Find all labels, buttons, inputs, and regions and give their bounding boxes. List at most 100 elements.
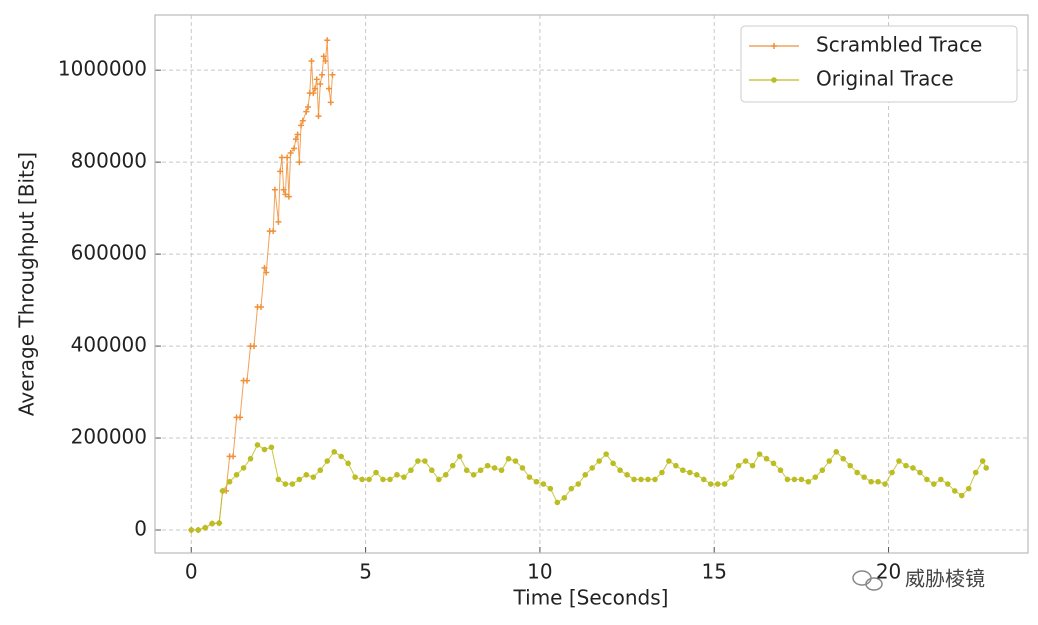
point bbox=[299, 117, 306, 124]
marker bbox=[680, 467, 686, 474]
point bbox=[693, 472, 700, 478]
marker bbox=[317, 80, 324, 87]
marker bbox=[296, 476, 303, 483]
point bbox=[735, 462, 742, 469]
y-tick-label: 200000 bbox=[71, 425, 147, 449]
marker bbox=[491, 465, 498, 471]
point bbox=[512, 458, 519, 464]
marker bbox=[693, 472, 700, 478]
marker bbox=[291, 145, 298, 152]
marker bbox=[945, 481, 951, 487]
legend-marker bbox=[771, 77, 777, 83]
marker bbox=[673, 462, 679, 469]
marker bbox=[470, 472, 477, 478]
point bbox=[624, 472, 630, 478]
point bbox=[257, 303, 264, 310]
point bbox=[244, 377, 251, 384]
marker bbox=[317, 467, 324, 474]
point bbox=[422, 458, 428, 464]
marker bbox=[791, 476, 798, 483]
marker bbox=[308, 57, 315, 64]
marker bbox=[742, 458, 749, 464]
marker bbox=[610, 460, 616, 467]
point bbox=[254, 442, 261, 448]
point bbox=[617, 467, 623, 474]
marker bbox=[233, 472, 240, 478]
marker bbox=[749, 462, 756, 469]
marker bbox=[298, 122, 305, 129]
point bbox=[442, 472, 449, 478]
marker bbox=[331, 449, 338, 455]
marker bbox=[972, 469, 979, 476]
point bbox=[324, 458, 331, 464]
marker bbox=[826, 458, 833, 464]
point bbox=[435, 476, 442, 483]
marker bbox=[312, 85, 319, 92]
point bbox=[728, 474, 735, 480]
series-line bbox=[191, 40, 333, 531]
marker bbox=[589, 465, 595, 471]
point bbox=[707, 481, 714, 487]
point bbox=[305, 103, 312, 110]
point bbox=[352, 474, 358, 480]
point bbox=[247, 455, 254, 462]
point bbox=[498, 467, 505, 474]
point bbox=[456, 453, 463, 460]
marker bbox=[429, 467, 435, 474]
point bbox=[687, 469, 693, 476]
legend-label: Original Trace bbox=[816, 67, 954, 91]
point bbox=[292, 136, 299, 143]
x-tick-label: 20 bbox=[876, 560, 901, 584]
marker bbox=[324, 458, 331, 464]
point bbox=[315, 113, 322, 120]
point bbox=[310, 474, 317, 480]
point bbox=[958, 492, 965, 499]
marker bbox=[209, 520, 215, 527]
point bbox=[652, 476, 658, 483]
marker bbox=[352, 474, 358, 480]
point bbox=[294, 131, 301, 138]
point bbox=[951, 488, 958, 494]
marker bbox=[394, 472, 400, 478]
point bbox=[329, 71, 336, 78]
legend-label: Scrambled Trace bbox=[816, 33, 982, 57]
marker bbox=[244, 377, 251, 384]
marker bbox=[292, 136, 299, 143]
marker bbox=[422, 458, 428, 464]
point bbox=[861, 474, 867, 480]
marker bbox=[216, 520, 222, 526]
point bbox=[714, 481, 721, 487]
point bbox=[847, 462, 853, 469]
marker bbox=[652, 476, 658, 483]
point bbox=[638, 476, 644, 483]
point bbox=[320, 53, 327, 60]
point bbox=[251, 343, 258, 350]
point bbox=[833, 449, 840, 455]
x-tick-label: 15 bbox=[701, 560, 726, 584]
marker bbox=[666, 458, 672, 464]
point bbox=[854, 469, 860, 476]
point bbox=[282, 191, 289, 198]
marker bbox=[519, 465, 526, 471]
point bbox=[291, 145, 298, 152]
y-tick-label: 800000 bbox=[71, 149, 147, 173]
point bbox=[742, 458, 749, 464]
point bbox=[673, 462, 679, 469]
marker bbox=[408, 467, 414, 474]
point bbox=[226, 478, 233, 485]
marker bbox=[282, 191, 289, 198]
point bbox=[645, 476, 651, 483]
point bbox=[230, 453, 237, 460]
marker bbox=[254, 442, 261, 448]
point bbox=[700, 476, 707, 483]
marker bbox=[261, 446, 268, 453]
marker bbox=[700, 476, 707, 483]
marker bbox=[324, 37, 331, 44]
marker bbox=[320, 53, 327, 60]
marker bbox=[721, 481, 728, 487]
marker bbox=[547, 485, 554, 492]
marker bbox=[275, 218, 282, 225]
point bbox=[366, 476, 372, 483]
marker bbox=[268, 444, 275, 451]
point bbox=[271, 186, 278, 193]
